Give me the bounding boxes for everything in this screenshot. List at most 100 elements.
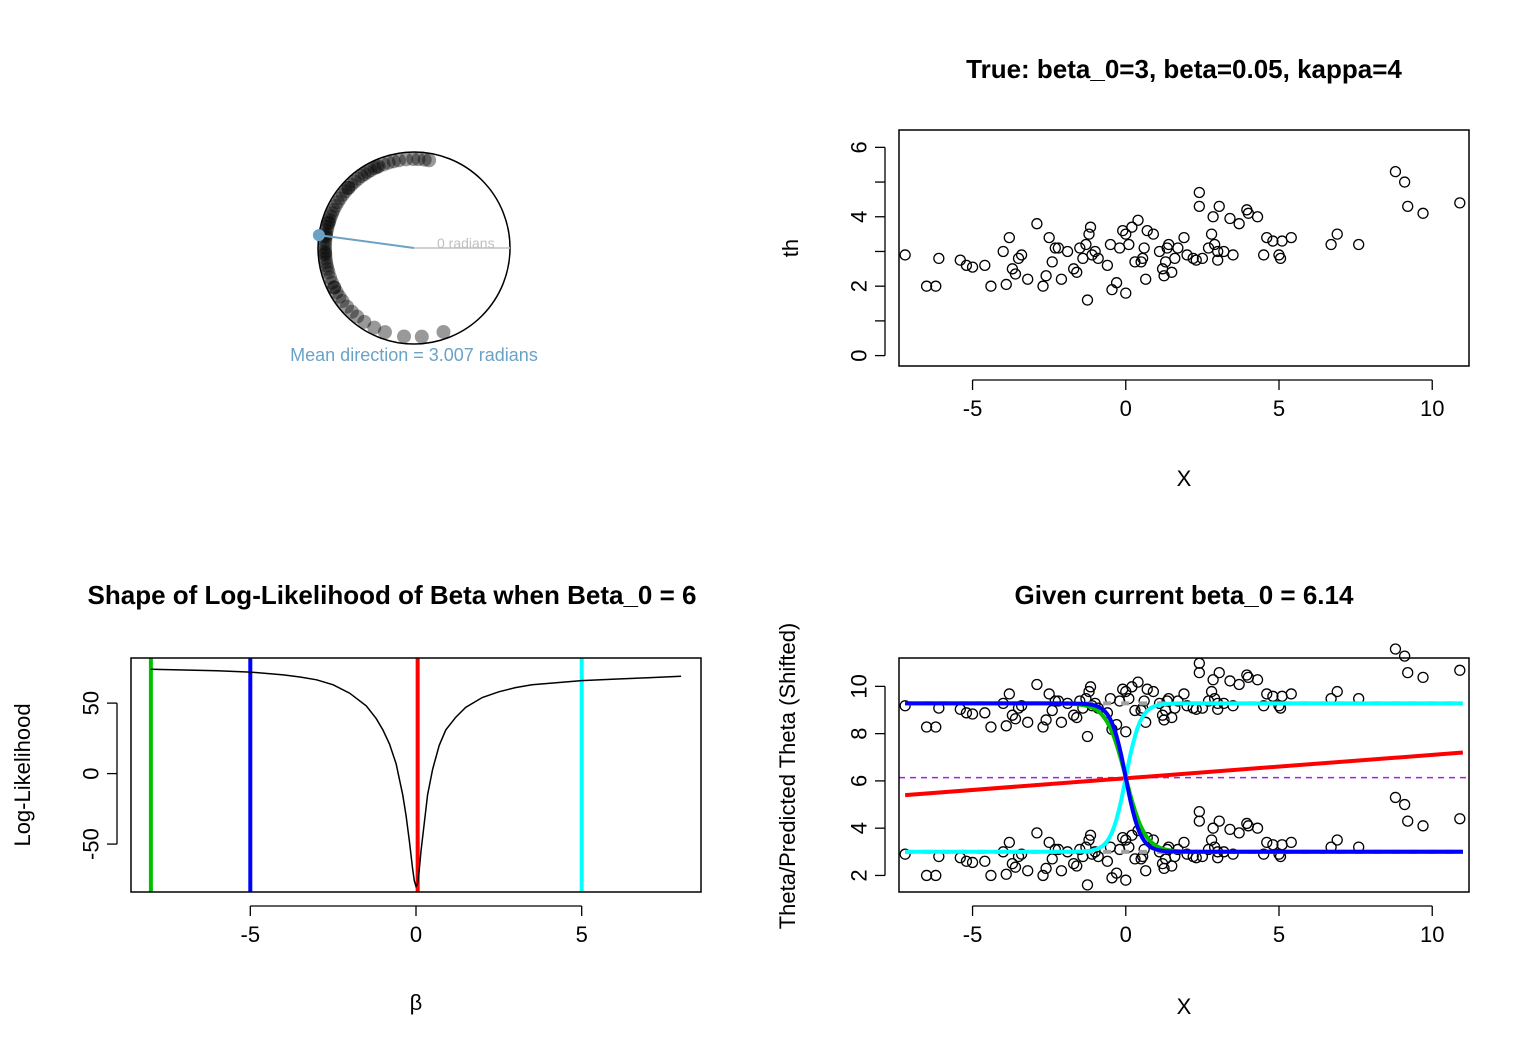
circular-point [321,215,336,230]
data-point [1140,865,1152,877]
shifted-data-point [1224,675,1236,687]
circular-point [376,157,391,172]
shifted-data-point [1132,676,1144,688]
x-tick-label: 0 [410,922,422,947]
data-point [960,855,973,867]
data-point [1110,867,1123,879]
x-tick-label: 10 [1420,922,1444,947]
shifted-data-point [1071,711,1083,724]
data-point [1224,212,1236,225]
blue-fit-curve [905,701,1463,854]
data-point [1081,879,1094,891]
data-points [899,165,1466,306]
data-point [1163,238,1175,251]
data-point [1006,857,1019,870]
circular-point [332,289,347,304]
shifted-data-point [1172,695,1184,707]
shifted-data-point [1040,714,1052,726]
circular-point [367,161,382,176]
fit-lines [899,701,1469,854]
data-point [1003,836,1015,849]
circular-point [318,251,333,266]
data-point [1193,200,1205,213]
data-point [1040,270,1052,282]
data-point [1009,268,1022,280]
shifted-data-point [1046,704,1058,717]
data-point [1081,294,1094,306]
data-point [1193,815,1205,827]
shifted-data-point [1258,700,1270,712]
shifted-data-point [1193,667,1205,679]
shifted-data-point [1068,709,1080,721]
data-point [1224,823,1236,836]
data-point [960,259,973,272]
data-point [1181,249,1193,261]
axes: -5 0 5 10 0 2 4 6 [847,141,1445,421]
circular-point [323,209,338,224]
data-point [1120,228,1132,240]
data-point [1227,848,1239,860]
shifted-data-point [1205,685,1218,698]
data-point [1083,834,1095,846]
circular-point [341,180,356,195]
shifted-data-point [1141,683,1153,695]
data-point [1233,827,1245,839]
data-point [1043,836,1055,849]
data-point [1101,855,1114,867]
shifted-data-point [1138,695,1150,707]
circular-point [371,159,386,174]
circular-point [351,171,366,186]
data-point [1251,822,1264,834]
data-point [985,869,997,882]
shifted-data-point [1261,688,1273,700]
data-point [1251,211,1264,223]
data-point [1031,218,1043,230]
data-point [1325,238,1337,251]
data-point [1454,197,1466,209]
data-point [1402,200,1414,213]
data-point [1147,228,1160,240]
shifted-data-point [1285,688,1297,700]
data-point [1037,869,1049,882]
data-point [1285,231,1297,244]
circular-point [318,246,333,261]
data-point [899,848,911,860]
circular-point [320,219,335,234]
shifted-data-point [1212,703,1224,715]
data-point [1241,817,1253,830]
data-point [1169,252,1181,265]
data-point [1138,843,1150,856]
shifted-data-point [1009,713,1022,725]
circular-point [333,191,348,206]
mean-direction-point [312,229,325,242]
data-point [930,280,942,292]
circular-point [417,152,432,167]
circular-point [397,329,412,344]
data-point [1106,283,1118,296]
data-point [966,261,979,273]
circular-point [344,304,359,319]
data-point [1009,861,1022,873]
data-point [1089,245,1101,258]
data-point [1274,252,1287,265]
circular-point [335,187,350,202]
circular-point [360,165,375,180]
data-point [1084,829,1097,841]
data-point [1138,242,1150,254]
data-point [1120,874,1132,886]
circular-point [344,177,359,192]
data-point [1126,221,1138,233]
shifted-data-point [1117,683,1129,695]
data-point [1258,249,1270,261]
y-axis-label: Theta/Predicted Theta (Shifted) [775,623,800,930]
data-point [1068,857,1080,870]
circular-point [357,167,372,182]
circular-point [319,258,334,273]
circular-point [318,240,333,255]
data-point [1190,254,1202,266]
data-point [1043,231,1055,244]
data-point [1172,242,1184,254]
data-point [1454,813,1466,825]
shifted-data-point [1129,704,1141,717]
